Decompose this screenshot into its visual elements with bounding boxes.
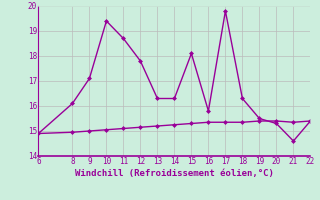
X-axis label: Windchill (Refroidissement éolien,°C): Windchill (Refroidissement éolien,°C) bbox=[75, 169, 274, 178]
